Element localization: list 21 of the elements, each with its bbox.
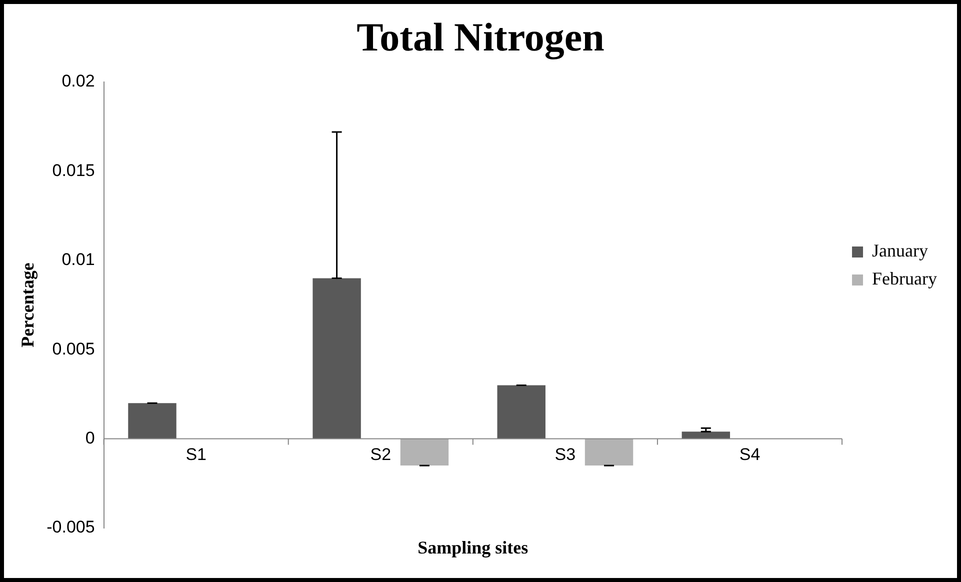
x-axis-title: Sampling sites xyxy=(418,538,528,558)
y-tick-label: 0 xyxy=(85,428,95,448)
x-tick-label: S2 xyxy=(370,444,392,464)
legend-label: February xyxy=(872,268,938,289)
chart-title: Total Nitrogen xyxy=(356,14,604,60)
bar xyxy=(682,432,730,439)
legend-label: January xyxy=(872,240,928,261)
x-tick-label: S4 xyxy=(739,444,760,464)
y-tick-label: 0.015 xyxy=(52,160,95,180)
y-axis-title: Percentage xyxy=(17,262,38,348)
bar xyxy=(128,403,176,439)
y-tick-label: 0.005 xyxy=(52,339,95,358)
bar xyxy=(400,438,449,466)
y-tick-label: -0.005 xyxy=(46,518,95,537)
y-tick-label: 0.01 xyxy=(62,250,95,270)
bar xyxy=(312,278,361,439)
x-tick-label: S3 xyxy=(554,444,576,464)
x-tick-label: S1 xyxy=(186,444,206,464)
bar xyxy=(497,385,546,439)
bar xyxy=(584,438,634,466)
y-tick-label: 0.02 xyxy=(62,72,95,91)
